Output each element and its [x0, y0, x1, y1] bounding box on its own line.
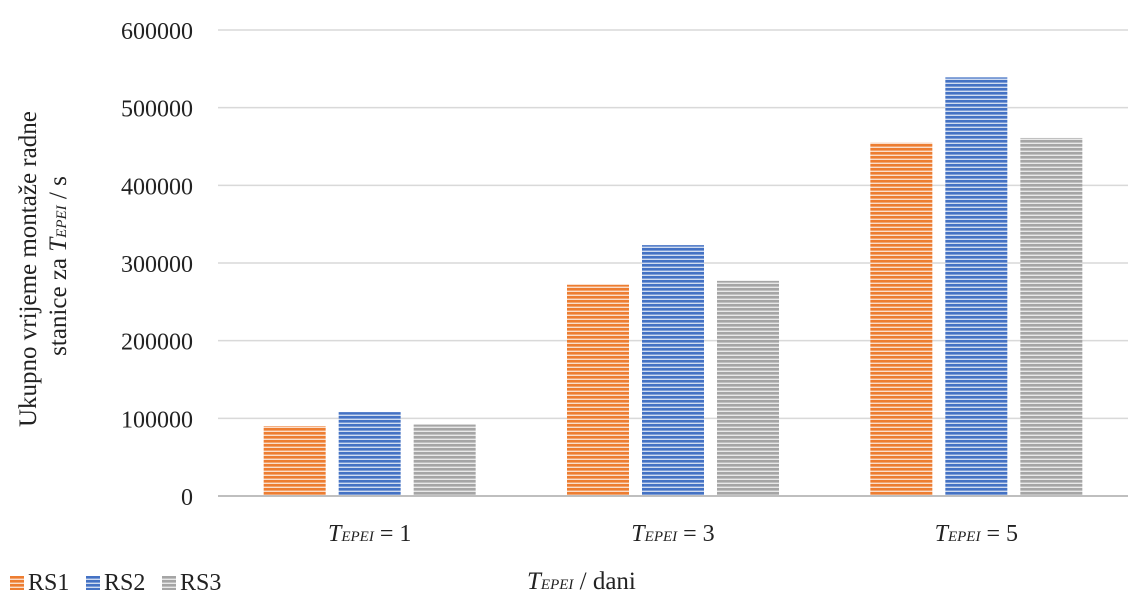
- x-axis-title-sub: EPEI: [540, 577, 574, 593]
- legend-swatch-rs3: [162, 576, 176, 590]
- y-tick-label: 0: [181, 485, 193, 511]
- x-category-label: TEPEI = 5: [935, 521, 1018, 547]
- bar-rs2-2: [642, 245, 704, 496]
- y-tick-label: 400000: [121, 174, 193, 200]
- bar-rs3-3: [1020, 137, 1083, 496]
- legend-swatch-rs2: [86, 576, 100, 590]
- y-tick-label: 100000: [121, 407, 193, 433]
- bars: [263, 77, 1083, 497]
- y-axis-title-sub: EPEI: [54, 204, 70, 238]
- bar-rs2-1: [338, 412, 401, 496]
- y-tick-label: 200000: [121, 330, 193, 356]
- y-tick-label: 600000: [121, 19, 193, 45]
- bar-rs3-1: [413, 424, 476, 496]
- y-axis-title-prefix: stanice za: [45, 252, 72, 356]
- bar-rs1-2: [567, 284, 629, 496]
- legend: RS1 RS2 RS3: [10, 570, 221, 596]
- bar-rs1-1: [263, 426, 326, 496]
- y-axis-ticks: 0 100000 200000 300000 400000 500000 600000: [121, 19, 193, 511]
- x-axis-category-labels: TEPEI = 1 TEPEI = 3 TEPEI = 5: [328, 521, 1018, 547]
- bar-rs2-3: [945, 77, 1008, 497]
- y-axis-title-line2: stanice za TEPEI / s: [45, 176, 72, 356]
- x-category-label: TEPEI = 1: [328, 521, 411, 547]
- x-category-label: TEPEI = 3: [631, 521, 714, 547]
- bar-rs1-3: [870, 142, 933, 496]
- y-axis-title-suffix: / s: [45, 176, 72, 205]
- legend-swatch-rs1: [10, 576, 24, 590]
- y-tick-label: 500000: [121, 97, 193, 123]
- legend-label-rs1: RS1: [28, 570, 69, 596]
- y-axis-title: Ukupno vrijeme montaže radne stanice za …: [15, 105, 72, 427]
- legend-label-rs3: RS3: [180, 570, 221, 596]
- y-tick-label: 300000: [121, 252, 193, 278]
- bar-rs3-2: [717, 280, 779, 496]
- y-axis-title-var: T: [45, 236, 72, 252]
- x-axis-title-var: T: [527, 568, 543, 595]
- x-axis-title: TEPEI / dani: [527, 568, 636, 595]
- legend-label-rs2: RS2: [104, 570, 145, 596]
- x-axis-title-suffix: / dani: [573, 568, 636, 595]
- y-axis-title-line1: Ukupno vrijeme montaže radne: [15, 111, 42, 427]
